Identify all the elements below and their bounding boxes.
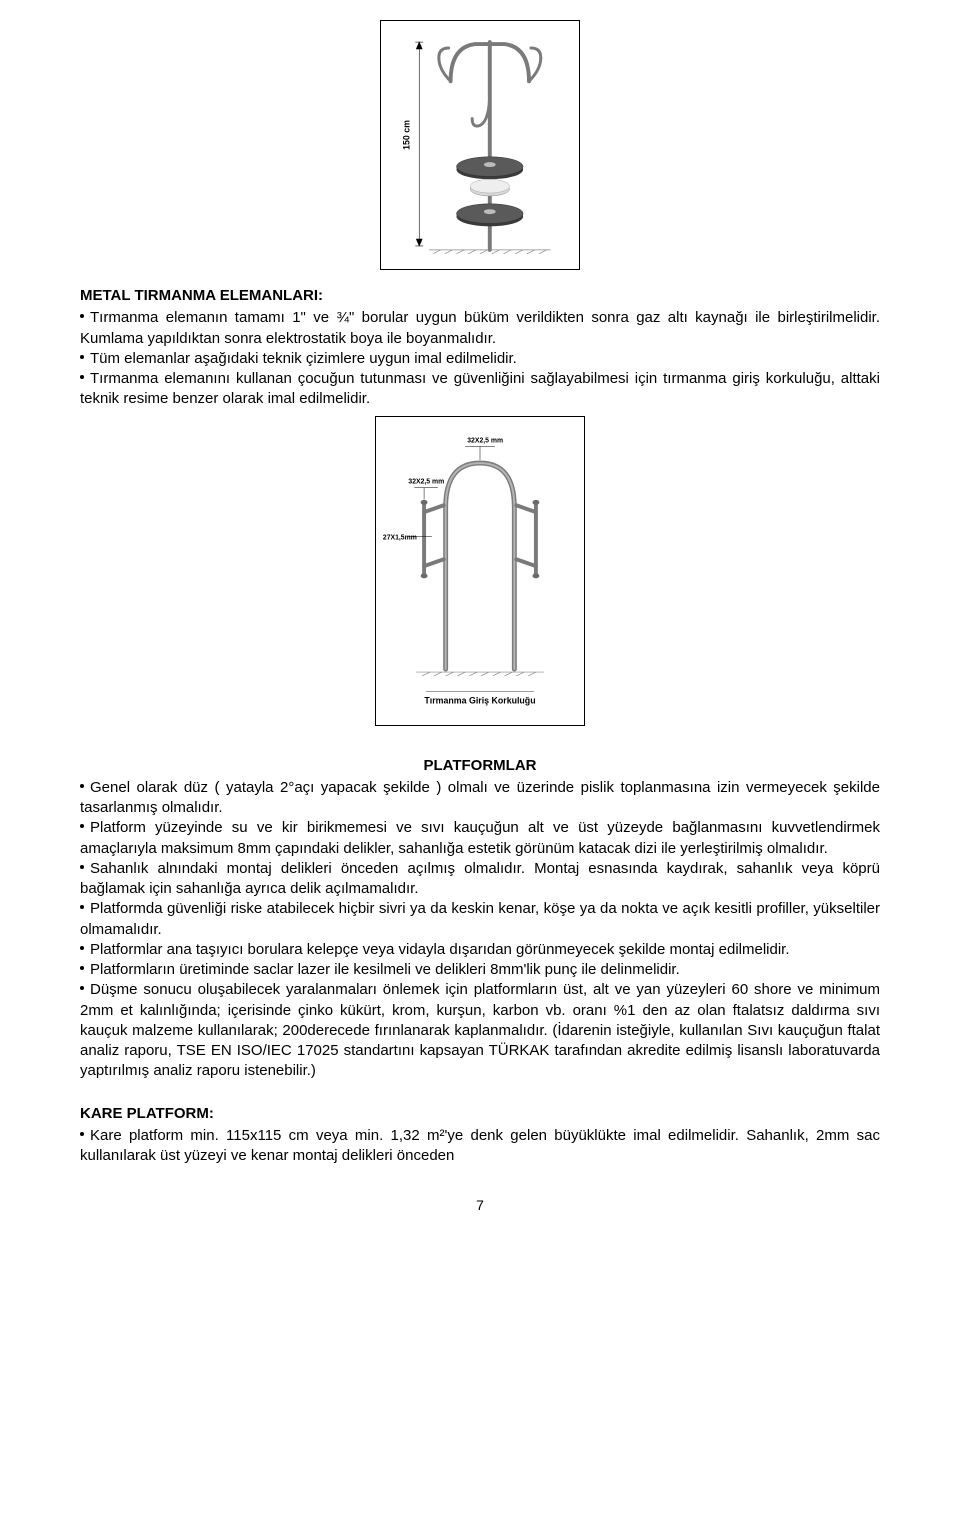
bullet-text: Platformlar ana taşıyıcı borulara kelepç… <box>90 941 790 958</box>
bullet-icon <box>80 905 84 909</box>
bullet-icon <box>80 966 84 970</box>
figure2-label-top: 32X2,5 mm <box>467 437 503 444</box>
figure-entry-rail: 32X2,5 mm 32X2,5 mm 27X1,5mm Tırmanma Gi… <box>375 416 585 726</box>
bullet-text: Tırmanma elemanını kullanan çocuğun tutu… <box>80 370 880 407</box>
bullet-icon <box>80 784 84 788</box>
bullet-icon <box>80 375 84 379</box>
page-number: 7 <box>80 1196 880 1215</box>
section3-heading: KARE PLATFORM: <box>80 1104 880 1124</box>
figure-climbing-element: 150 cm <box>380 20 580 270</box>
bullet-text: Platformların üretiminde saclar lazer il… <box>90 961 680 978</box>
section1-bullets: Tırmanma elemanın tamamı 1" ve ¾" borula… <box>80 308 880 409</box>
figure2-label-mid: 32X2,5 mm <box>408 478 444 485</box>
figure2-caption: Tırmanma Giriş Korkuluğu <box>424 695 535 705</box>
section2-heading: PLATFORMLAR <box>80 756 880 776</box>
bullet-icon <box>80 824 84 828</box>
bullet-text: Sahanlık alnındaki montaj delikleri önce… <box>80 860 880 897</box>
bullet-text: Düşme sonucu oluşabilecek yaralanmaları … <box>80 981 880 1079</box>
bullet-text: Tırmanma elemanın tamamı 1" ve ¾" borula… <box>80 309 880 346</box>
bullet-icon <box>80 986 84 990</box>
bullet-text: Genel olarak düz ( yatayla 2°açı yapacak… <box>80 779 880 816</box>
section1-heading: METAL TIRMANMA ELEMANLARI: <box>80 286 880 306</box>
bullet-icon <box>80 314 84 318</box>
figure1-dim-label: 150 cm <box>401 120 411 150</box>
bullet-icon <box>80 946 84 950</box>
figure2-label-left: 27X1,5mm <box>383 534 417 541</box>
bullet-icon <box>80 355 84 359</box>
section3-bullets: Kare platform min. 115x115 cm veya min. … <box>80 1126 880 1167</box>
bullet-text: Kare platform min. 115x115 cm veya min. … <box>80 1127 880 1164</box>
bullet-text: Platformda güvenliği riske atabilecek hi… <box>80 900 880 937</box>
bullet-text: Tüm elemanlar aşağıdaki teknik çizimlere… <box>90 350 517 367</box>
bullet-icon <box>80 1132 84 1136</box>
bullet-icon <box>80 865 84 869</box>
entry-rail-svg: 32X2,5 mm 32X2,5 mm 27X1,5mm Tırmanma Gi… <box>377 418 583 724</box>
section2-bullets: Genel olarak düz ( yatayla 2°açı yapacak… <box>80 778 880 1082</box>
climbing-element-svg: 150 cm <box>382 22 578 268</box>
bullet-text: Platform yüzeyinde su ve kir birikmemesi… <box>80 819 880 856</box>
